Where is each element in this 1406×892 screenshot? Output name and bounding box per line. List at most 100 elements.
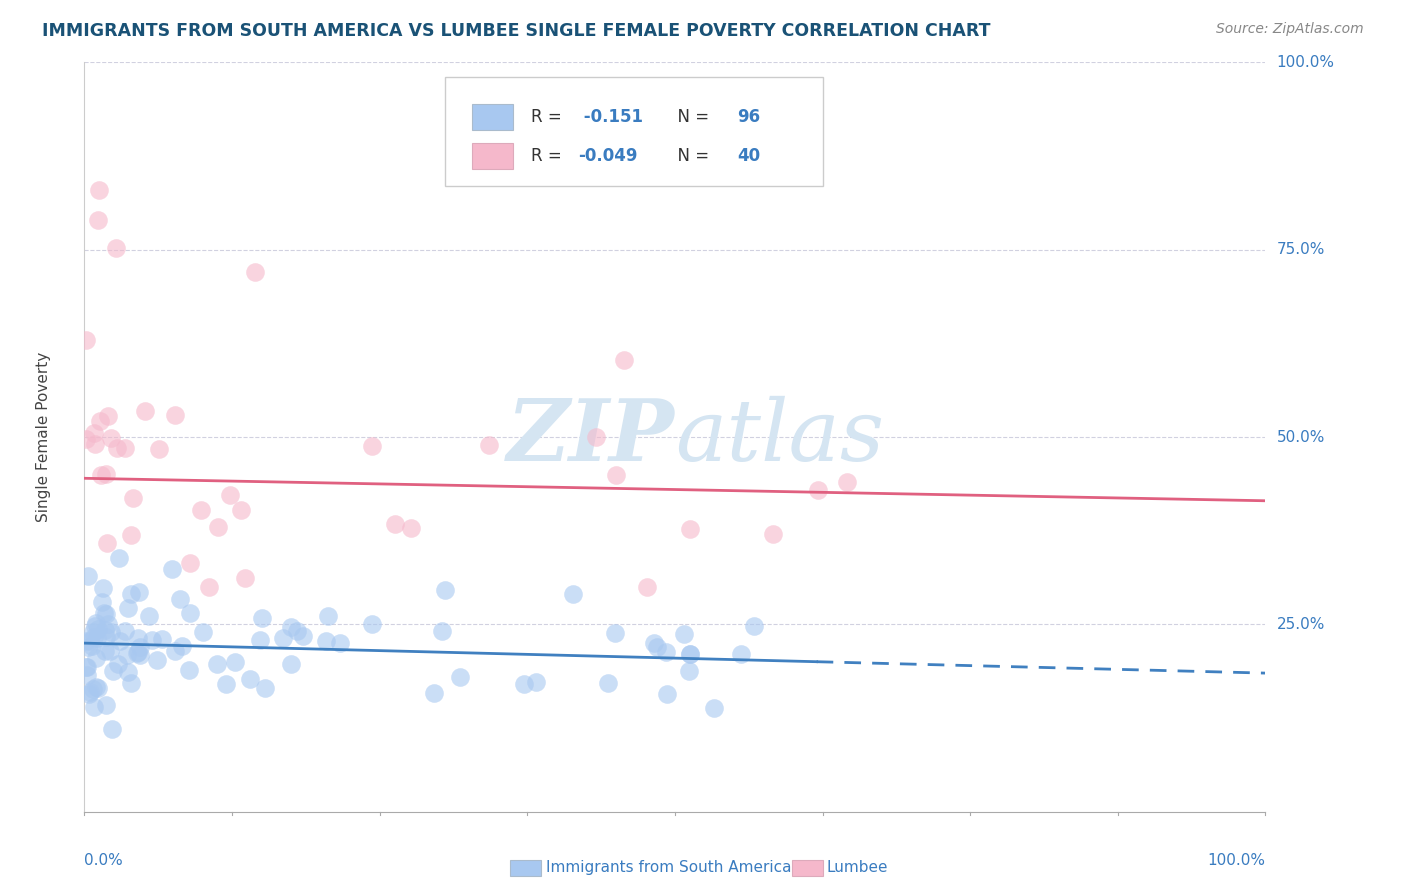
Point bbox=[291, 629, 314, 643]
Point bbox=[179, 606, 201, 620]
Point bbox=[146, 652, 169, 666]
Point bbox=[207, 520, 229, 534]
Point bbox=[86, 615, 108, 630]
Point bbox=[605, 626, 627, 640]
Point bbox=[86, 681, 108, 695]
Point bbox=[103, 665, 125, 679]
Text: R =: R = bbox=[531, 147, 567, 165]
Point bbox=[82, 681, 104, 696]
Point bbox=[100, 644, 122, 658]
Point bbox=[679, 647, 702, 661]
Text: 40: 40 bbox=[738, 147, 761, 165]
Text: Single Female Poverty: Single Female Poverty bbox=[35, 352, 51, 522]
Point bbox=[562, 587, 585, 601]
Point bbox=[75, 333, 97, 347]
Point bbox=[239, 672, 262, 686]
Point bbox=[198, 580, 221, 594]
Point bbox=[96, 536, 118, 550]
Point bbox=[77, 640, 100, 654]
Point bbox=[115, 648, 138, 663]
Point bbox=[94, 623, 117, 637]
Text: -0.049: -0.049 bbox=[578, 147, 637, 165]
Point bbox=[86, 680, 108, 694]
Point bbox=[120, 675, 142, 690]
Text: 50.0%: 50.0% bbox=[1277, 430, 1324, 444]
Point bbox=[807, 483, 830, 497]
Point bbox=[233, 571, 256, 585]
Point bbox=[100, 624, 122, 639]
Point bbox=[243, 265, 266, 279]
Point bbox=[84, 650, 107, 665]
Point bbox=[117, 601, 139, 615]
FancyBboxPatch shape bbox=[472, 143, 513, 169]
Point bbox=[360, 617, 382, 632]
Point bbox=[361, 439, 384, 453]
Point bbox=[835, 475, 858, 489]
Point bbox=[191, 624, 214, 639]
Point bbox=[86, 212, 108, 227]
Point bbox=[107, 657, 129, 672]
Point bbox=[316, 609, 339, 624]
Point bbox=[75, 659, 97, 673]
Point bbox=[678, 664, 700, 678]
Point bbox=[114, 441, 136, 455]
Point bbox=[742, 619, 765, 633]
Point bbox=[605, 468, 627, 483]
Point bbox=[643, 636, 665, 650]
Point bbox=[190, 502, 212, 516]
Text: 75.0%: 75.0% bbox=[1277, 243, 1324, 257]
Point bbox=[141, 632, 163, 647]
Point bbox=[315, 633, 337, 648]
Text: Immigrants from South America: Immigrants from South America bbox=[546, 860, 792, 874]
Point bbox=[423, 686, 446, 700]
Text: 100.0%: 100.0% bbox=[1208, 853, 1265, 868]
Point bbox=[434, 583, 457, 598]
Point bbox=[90, 467, 112, 482]
Point bbox=[105, 441, 128, 455]
Point bbox=[83, 437, 105, 451]
Text: IMMIGRANTS FROM SOUTH AMERICA VS LUMBEE SINGLE FEMALE POVERTY CORRELATION CHART: IMMIGRANTS FROM SOUTH AMERICA VS LUMBEE … bbox=[42, 22, 991, 40]
Text: 100.0%: 100.0% bbox=[1277, 55, 1334, 70]
Point bbox=[127, 644, 149, 658]
Point bbox=[585, 430, 607, 444]
Point bbox=[596, 676, 619, 690]
Point bbox=[94, 630, 117, 644]
Point bbox=[93, 644, 115, 658]
Point bbox=[87, 183, 110, 197]
Point bbox=[730, 648, 752, 662]
Point bbox=[249, 633, 271, 648]
Point bbox=[647, 640, 669, 655]
Point bbox=[612, 353, 634, 368]
Point bbox=[83, 699, 105, 714]
Point bbox=[148, 442, 170, 456]
Point bbox=[96, 607, 118, 621]
Text: N =: N = bbox=[666, 147, 714, 165]
Point bbox=[100, 431, 122, 445]
Point bbox=[399, 521, 422, 535]
Point bbox=[250, 611, 273, 625]
Point bbox=[134, 404, 156, 418]
Point bbox=[83, 425, 105, 440]
Point bbox=[280, 657, 302, 672]
Text: R =: R = bbox=[531, 108, 567, 126]
Point bbox=[107, 550, 129, 565]
Point bbox=[218, 488, 240, 502]
Point bbox=[101, 722, 124, 736]
Point bbox=[114, 624, 136, 638]
Point bbox=[215, 677, 238, 691]
Point bbox=[87, 622, 110, 636]
Point bbox=[524, 675, 547, 690]
Point bbox=[229, 502, 252, 516]
Point bbox=[177, 663, 200, 677]
Point bbox=[253, 681, 276, 695]
Point bbox=[329, 636, 352, 650]
Point bbox=[450, 670, 472, 684]
Point bbox=[76, 668, 98, 682]
Text: 25.0%: 25.0% bbox=[1277, 617, 1324, 632]
Point bbox=[678, 647, 700, 661]
Point bbox=[478, 438, 501, 452]
Text: Lumbee: Lumbee bbox=[827, 860, 889, 874]
Point bbox=[83, 630, 105, 644]
Text: atlas: atlas bbox=[675, 396, 884, 478]
Point bbox=[280, 620, 302, 634]
